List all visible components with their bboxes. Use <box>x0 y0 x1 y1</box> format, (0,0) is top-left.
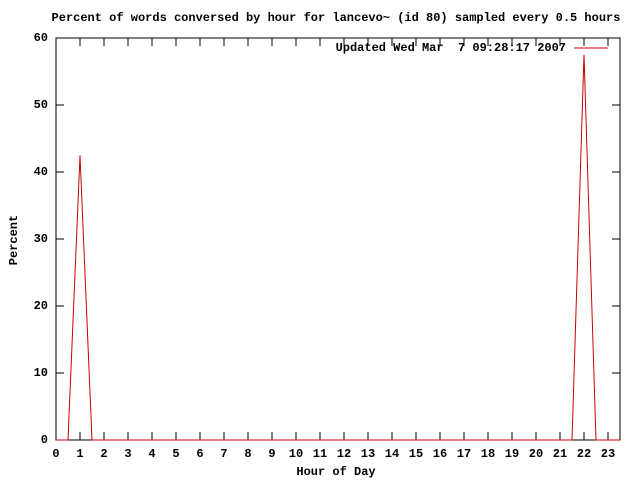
x-tick-label: 6 <box>196 447 203 461</box>
x-tick-label: 22 <box>577 447 591 461</box>
x-tick-label: 13 <box>361 447 375 461</box>
chart-title: Percent of words conversed by hour for l… <box>52 11 621 25</box>
x-tick-label: 21 <box>553 447 567 461</box>
y-tick-label: 20 <box>34 299 48 313</box>
x-tick-label: 3 <box>124 447 131 461</box>
x-tick-label: 16 <box>433 447 447 461</box>
x-tick-label: 19 <box>505 447 519 461</box>
x-tick-label: 8 <box>244 447 251 461</box>
y-axis-label: Percent <box>7 215 21 265</box>
x-tick-label: 5 <box>172 447 179 461</box>
y-tick-label: 10 <box>34 366 48 380</box>
x-tick-label: 17 <box>457 447 471 461</box>
x-tick-label: 11 <box>313 447 327 461</box>
y-tick-label: 50 <box>34 98 48 112</box>
legend-label: Updated Wed Mar 7 09:28:17 2007 <box>336 41 566 55</box>
x-tick-label: 20 <box>529 447 543 461</box>
x-axis-label: Hour of Day <box>296 465 375 479</box>
x-tick-label: 12 <box>337 447 351 461</box>
y-tick-label: 60 <box>34 31 48 45</box>
x-tick-label: 23 <box>601 447 615 461</box>
x-tick-label: 7 <box>220 447 227 461</box>
x-tick-label: 18 <box>481 447 495 461</box>
x-tick-label: 2 <box>100 447 107 461</box>
y-tick-label: 0 <box>41 433 48 447</box>
x-tick-label: 10 <box>289 447 303 461</box>
data-line <box>56 54 620 441</box>
x-tick-label: 1 <box>76 447 83 461</box>
x-tick-label: 0 <box>52 447 59 461</box>
x-tick-label: 15 <box>409 447 423 461</box>
x-tick-label: 9 <box>268 447 275 461</box>
x-tick-label: 14 <box>385 447 399 461</box>
y-tick-label: 30 <box>34 232 48 246</box>
y-tick-label: 40 <box>34 165 48 179</box>
x-tick-label: 4 <box>148 447 155 461</box>
